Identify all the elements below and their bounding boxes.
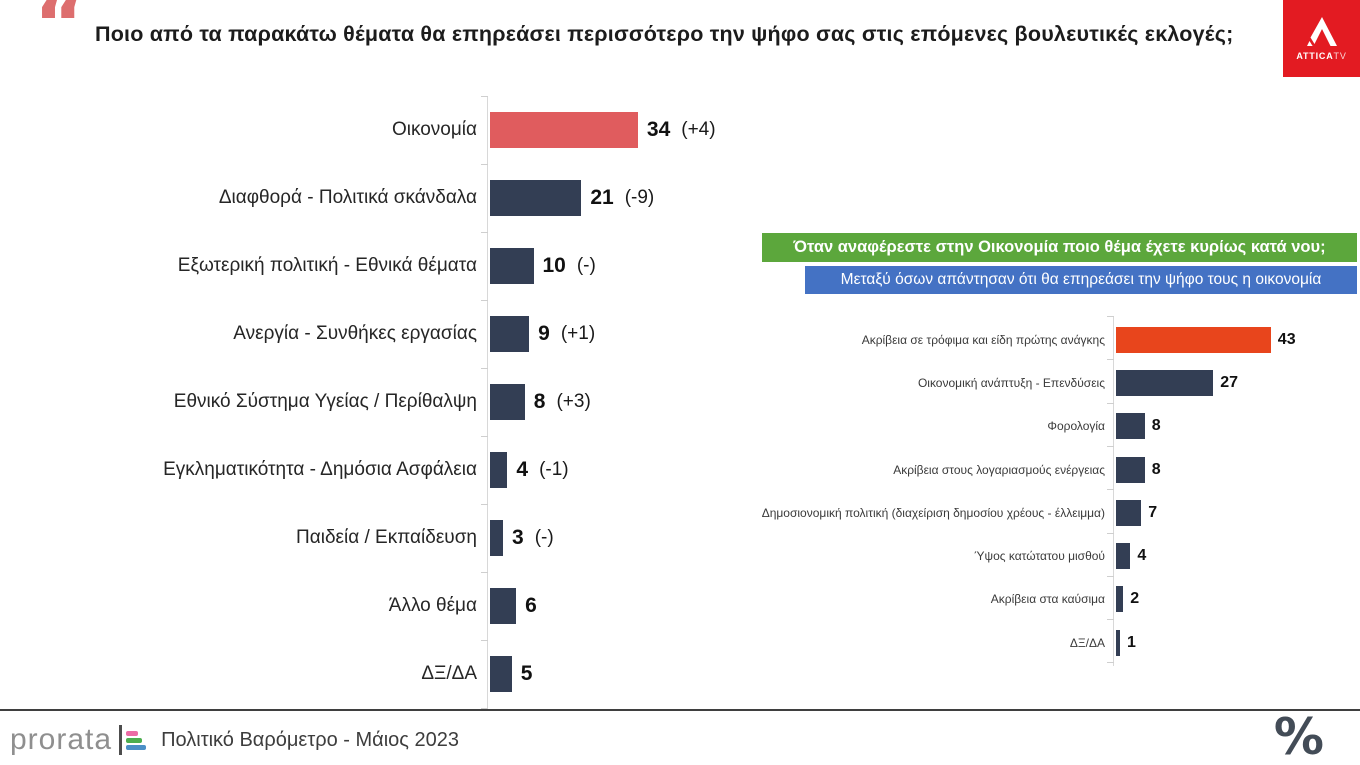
left-chart-axis xyxy=(481,96,488,709)
bar xyxy=(490,316,530,352)
blue-banner: Μεταξύ όσων απάντησαν ότι θα επηρεάσει τ… xyxy=(805,266,1357,294)
bar-value: 7 xyxy=(1148,503,1158,521)
bar-row: Ακρίβεια σε τρόφιμα και είδη πρώτης ανάγ… xyxy=(740,318,1360,361)
bar xyxy=(1116,499,1142,526)
bar-change: (+3) xyxy=(556,391,591,412)
bar-label: Φορολογία xyxy=(1047,419,1105,434)
attica-tv-logo: ATTICATV xyxy=(1283,0,1360,77)
bar-change: (+4) xyxy=(681,119,716,140)
prorata-chart-icon xyxy=(126,730,147,750)
bar xyxy=(1116,369,1214,396)
bar-label: ΔΞ/ΔΑ xyxy=(421,663,477,684)
bar-value: 6 xyxy=(525,594,537,617)
bar xyxy=(490,452,508,488)
bar-row: Εξωτερική πολιτική - Εθνικά θέματα 10 (-) xyxy=(0,232,720,300)
bar-value: 4 xyxy=(516,458,529,481)
attica-logo-name: ATTICA xyxy=(1296,51,1334,61)
bar-value: 3 xyxy=(512,526,524,549)
right-chart-axis xyxy=(1107,316,1114,666)
bar-value: 4 xyxy=(1137,547,1147,565)
bar-label: Διαφθορά - Πολιτικά σκάνδαλα xyxy=(218,187,477,208)
bar-row: Διαφθορά - Πολιτικά σκάνδαλα 21 (-9) xyxy=(0,164,720,232)
quote-icon: “ xyxy=(34,0,86,70)
bar-value: 27 xyxy=(1220,373,1238,391)
bar-label: ΔΞ/ΔΑ xyxy=(1069,635,1105,650)
bar xyxy=(490,180,582,216)
bar-row: Οικονομική ανάπτυξη - Επενδύσεις 27 xyxy=(740,361,1360,404)
bar-value: 8 xyxy=(1151,417,1161,435)
bar-label: Ακρίβεια στα καύσιμα xyxy=(990,592,1105,607)
bar xyxy=(490,112,638,148)
bar-row: Εγκληματικότητα - Δημόσια Ασφάλεια 4 (-1) xyxy=(0,436,720,504)
bar-label: Ακρίβεια στους λογαριασμούς ενέργειας xyxy=(893,462,1105,477)
bar-row: Παιδεία / Εκπαίδευση 3 (-) xyxy=(0,504,720,572)
bar-row: Ακρίβεια στους λογαριασμούς ενέργειας 8 xyxy=(740,448,1360,491)
bar xyxy=(1116,456,1145,483)
bar-label: Παιδεία / Εκπαίδευση xyxy=(296,527,477,548)
bar-value: 43 xyxy=(1277,330,1296,348)
bar-value: 8 xyxy=(533,390,546,413)
bar-label: Άλλο θέμα xyxy=(388,595,477,616)
bar-label: Εξωτερική πολιτική - Εθνικά θέματα xyxy=(177,255,477,276)
bar-value: 9 xyxy=(538,322,550,345)
bar-value: 10 xyxy=(542,254,566,277)
bar-label: Ανεργία - Συνθήκες εργασίας xyxy=(233,323,477,344)
attica-logo-text: ATTICATV xyxy=(1296,51,1346,61)
bar-row: Ακρίβεια στα καύσιμα 2 xyxy=(740,578,1360,621)
attica-a-icon xyxy=(1306,17,1337,46)
green-banner: Όταν αναφέρεστε στην Οικονομία ποιο θέμα… xyxy=(762,233,1357,262)
page-title: Ποιο από τα παρακάτω θέματα θα επηρεάσει… xyxy=(95,22,1234,46)
bar-label: Εθνικό Σύστημα Υγείας / Περίθαλψη xyxy=(173,391,477,412)
bar xyxy=(1116,326,1271,353)
attica-logo-suffix: TV xyxy=(1333,51,1347,61)
footer-caption: Πολιτικό Βαρόμετρο - Μάιος 2023 xyxy=(161,728,459,751)
bar-row: Οικονομία 34 (+4) xyxy=(0,96,720,164)
bar-change: (-1) xyxy=(539,459,569,480)
left-bar-chart: Οικονομία 34 (+4) Διαφθορά - Πολιτικά σκάνδ… xyxy=(0,96,720,708)
prorata-logo-separator xyxy=(119,725,123,755)
bar-row: Εθνικό Σύστημα Υγείας / Περίθαλψη 8 (+3) xyxy=(0,368,720,436)
bar xyxy=(490,384,525,420)
bar-row: ΔΞ/ΔΑ 1 xyxy=(740,621,1360,664)
bar xyxy=(490,656,512,692)
bar-value: 1 xyxy=(1127,633,1136,651)
bar-row: Δημοσιονομική πολιτική (διαχείριση δημοσ… xyxy=(740,491,1360,534)
bar-value: 5 xyxy=(520,662,533,685)
bar-change: (-9) xyxy=(624,187,655,208)
bar-value: 34 xyxy=(646,118,671,141)
right-bar-chart: Ακρίβεια σε τρόφιμα και είδη πρώτης ανάγ… xyxy=(740,318,1360,664)
bar xyxy=(1116,629,1120,656)
bar xyxy=(490,588,517,624)
bar xyxy=(490,248,534,284)
bar-change: (-) xyxy=(576,255,596,276)
bar-row: Ανεργία - Συνθήκες εργασίας 9 (+1) xyxy=(0,300,720,368)
bar-row: ΔΞ/ΔΑ 5 xyxy=(0,640,720,708)
bar-row: Ύψος κατώτατου μισθού 4 xyxy=(740,534,1360,577)
bar-label: Δημοσιονομική πολιτική (διαχείριση δημοσ… xyxy=(761,505,1105,520)
footer-divider-line xyxy=(0,709,1360,711)
bar xyxy=(1116,586,1124,613)
bar-row: Φορολογία 8 xyxy=(740,405,1360,448)
bar-value: 2 xyxy=(1130,590,1140,608)
bar xyxy=(490,520,504,556)
bar-label: Οικονομία xyxy=(391,119,477,140)
bar-label: Εγκληματικότητα - Δημόσια Ασφάλεια xyxy=(163,459,477,480)
bar-change: (+1) xyxy=(560,323,596,344)
prorata-wordmark: prorata xyxy=(10,723,113,756)
bar-value: 21 xyxy=(590,186,614,209)
bar xyxy=(1116,413,1145,440)
bar-change: (-) xyxy=(534,527,554,548)
bar-label: Ύψος κατώτατου μισθού xyxy=(974,549,1105,564)
bar-value: 8 xyxy=(1151,460,1161,478)
bar xyxy=(1116,543,1131,570)
percent-icon: % xyxy=(1273,708,1324,765)
bar-label: Οικονομική ανάπτυξη - Επενδύσεις xyxy=(917,375,1105,390)
bar-label: Ακρίβεια σε τρόφιμα και είδη πρώτης ανάγ… xyxy=(861,332,1105,347)
prorata-logo: prorata Πολιτικό Βαρόμετρο - Μάιος 2023 xyxy=(10,718,459,762)
bar-row: Άλλο θέμα 6 xyxy=(0,572,720,640)
